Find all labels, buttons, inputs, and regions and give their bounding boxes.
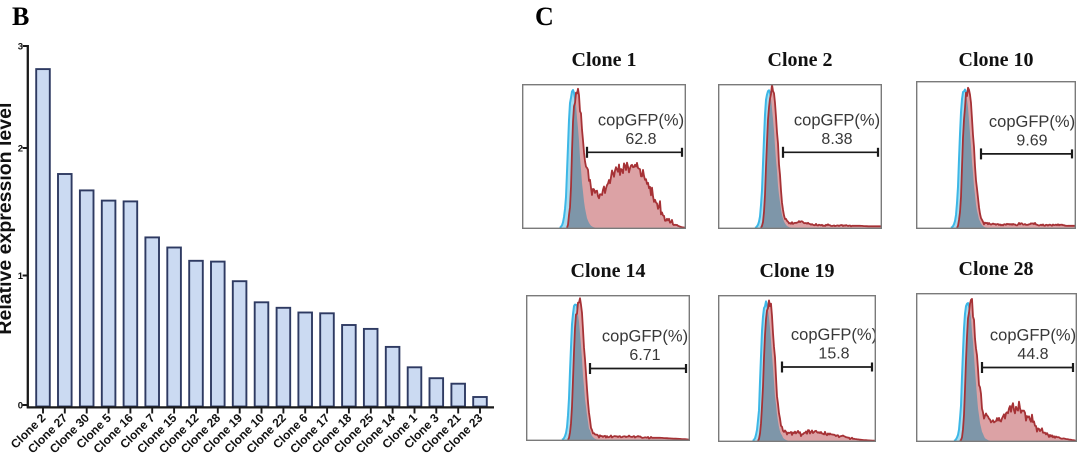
svg-text:copGFP(%): copGFP(%) <box>598 111 684 129</box>
svg-text:Relative expression level: Relative expression level <box>0 103 16 335</box>
svg-text:copGFP(%): copGFP(%) <box>794 111 880 129</box>
svg-text:copGFP(%): copGFP(%) <box>989 113 1075 131</box>
svg-text:copGFP(%): copGFP(%) <box>602 328 688 346</box>
svg-text:62.8: 62.8 <box>625 131 656 148</box>
svg-text:8.38: 8.38 <box>821 131 852 148</box>
svg-text:2: 2 <box>18 144 23 155</box>
svg-text:3: 3 <box>18 42 23 53</box>
svg-text:1: 1 <box>18 271 24 282</box>
svg-text:0: 0 <box>18 401 23 412</box>
svg-text:15.8: 15.8 <box>818 346 849 363</box>
svg-text:44.8: 44.8 <box>1017 346 1048 363</box>
svg-text:copGFP(%): copGFP(%) <box>990 327 1076 345</box>
svg-text:9.69: 9.69 <box>1016 132 1047 149</box>
svg-text:copGFP(%): copGFP(%) <box>791 326 876 344</box>
svg-text:6.71: 6.71 <box>629 347 660 364</box>
